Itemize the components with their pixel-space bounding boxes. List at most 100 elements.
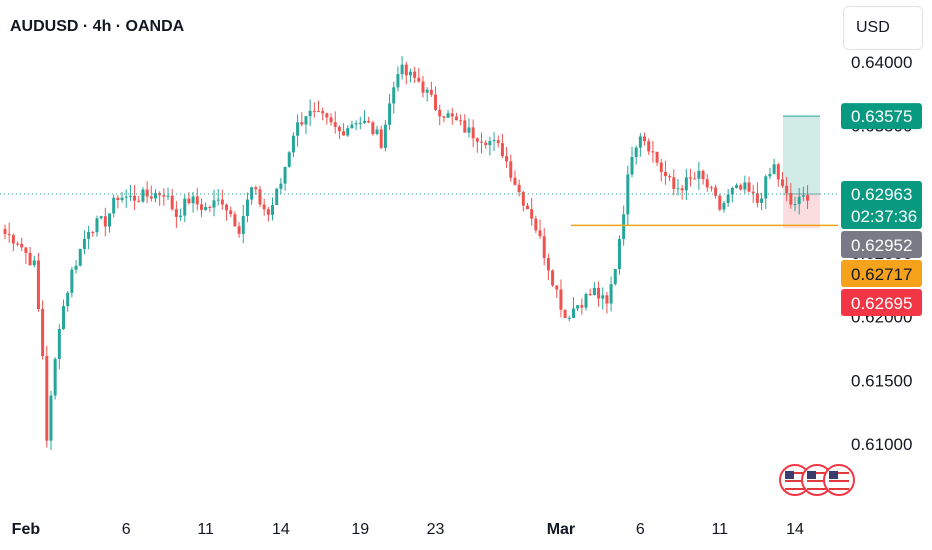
candle-body [446,113,450,118]
candle-body [108,213,111,227]
candle-body [379,129,383,148]
candle-body [317,111,320,113]
candle-body [62,306,66,329]
candle-body [438,109,442,117]
y-tick-label: 0.61500 [851,371,912,390]
candle-body [551,270,555,286]
target-price-label-bg [841,103,922,130]
candle-body [638,136,642,148]
candle-body [597,287,601,299]
candle-body [53,359,57,396]
symbol-title[interactable]: AUDUSD · 4h · OANDA [10,18,185,35]
candle-body [546,258,550,271]
flag-stripe [829,484,849,486]
us-flag-icon[interactable] [779,464,811,496]
x-tick-label: 14 [272,521,290,538]
support-price-label: 0.62717 [851,265,912,284]
flag-canton [785,471,794,479]
candle-body [354,123,358,125]
x-tick-label: 14 [786,521,804,538]
candle-body [434,94,438,110]
candle-body [563,309,567,319]
flag-stripe [829,476,849,478]
candle-body [526,205,529,210]
candle-body [714,187,718,196]
candle-body [296,122,300,136]
candle-body [584,293,588,308]
candle-body [500,143,504,157]
candle-body [764,176,768,199]
candle-body [7,234,11,236]
candle-body [49,395,53,441]
stop-zone[interactable] [783,194,820,229]
candle-body [95,218,99,233]
x-tick-label: 19 [351,521,369,538]
candle-body [66,292,70,307]
candle-body [57,328,61,360]
candle-body [797,196,801,205]
candle-body [179,215,183,217]
candle-body [271,205,275,215]
candle-body [3,228,7,235]
candle-body [689,177,693,179]
candle-body [425,89,429,93]
candle-body [534,218,538,231]
flag-stripe [785,476,805,478]
prev-close-label: 0.62952 [851,236,912,255]
time-axis[interactable]: Feb 6 11 14 19 23 Mar 6 11 14 [12,521,804,538]
candle-body [421,81,425,93]
candle-body [442,116,446,118]
us-flag-icon[interactable] [823,464,855,496]
currency-button[interactable]: USD [843,6,923,50]
candle-body [413,71,417,78]
candle-body [183,198,187,216]
candle-body [350,124,354,129]
candle-body [308,110,312,117]
candle-body [346,128,350,136]
candle-body [300,122,304,125]
candle-body [655,151,659,163]
candle-body [337,126,341,132]
candle-body [367,120,371,123]
candle-body [450,113,454,117]
candle-body [191,196,195,204]
price-labels: 0.63575 0.62963 02:37:36 0.62952 0.62717 0.62… [841,103,922,317]
candle-body [250,187,254,200]
target-zone[interactable] [783,116,820,195]
flag-stripe [785,488,805,490]
candle-body [484,142,488,146]
candle-body [735,185,738,188]
candle-body [195,196,199,205]
candle-body [480,141,484,143]
candle-body [254,187,258,190]
candle-body [517,184,521,193]
stop-price-label-bg [841,289,922,317]
last-price-label-bg [841,181,922,230]
position-zones [783,115,820,229]
candle-body [680,188,684,191]
candle-body [785,185,789,194]
candle-body [358,122,362,124]
candle-body [467,127,471,133]
flag-stripe [785,472,805,474]
candle-body [137,200,141,202]
target-price-label: 0.63575 [851,107,912,126]
candle-body [471,127,475,139]
candle-body [622,214,626,240]
candle-body [789,193,793,205]
last-price-label: 0.62963 [851,185,912,204]
candle-body [676,188,680,190]
flag-stripe [807,480,827,482]
us-flag-icon[interactable] [801,464,833,496]
candle-body [672,177,676,189]
candle-body [153,193,157,199]
flag-stripe [829,488,849,490]
candle-body [120,197,124,201]
candle-body [634,147,638,157]
candle-body [78,248,82,266]
candle-body [375,129,379,135]
candle-body [304,116,308,125]
candle-body [559,289,563,310]
candles [3,56,810,451]
